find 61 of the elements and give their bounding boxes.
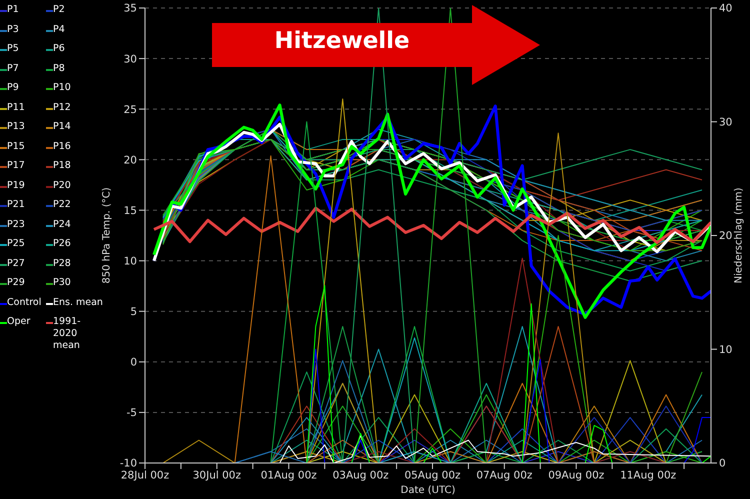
legend-label: P2 [53, 4, 65, 16]
legend-label: P24 [53, 218, 71, 230]
legend-label: P27 [7, 258, 25, 270]
x-tick-label: 03Aug 00z [332, 469, 390, 482]
legend-label: P25 [7, 238, 25, 250]
x-tick-label: 07Aug 00z [476, 469, 533, 482]
legend-label: Control [7, 296, 42, 308]
legend-label: 1991-2020 mean [53, 316, 82, 352]
y-tick-label: -5 [126, 407, 137, 420]
y-tick-label: 0 [130, 356, 137, 369]
legend-label: P26 [53, 238, 71, 250]
y-tick-label: 30 [124, 53, 137, 66]
legend-label: P18 [53, 160, 71, 172]
x-tick-label: 11Aug 00z [620, 469, 677, 482]
legend-label: Ens. mean [53, 296, 103, 308]
legend-label: P28 [53, 258, 71, 270]
legend-label: P16 [53, 140, 71, 152]
y-tick-label: -10 [120, 458, 137, 470]
legend-label: P5 [7, 43, 19, 55]
legend-label: P6 [53, 43, 65, 55]
y2-tick-label: 30 [719, 116, 732, 128]
y-tick-label: 10 [124, 256, 137, 268]
x-tick-label: 05Aug 00z [404, 469, 462, 482]
y2-tick-label: 10 [719, 344, 732, 356]
legend-label: P30 [53, 277, 71, 289]
legend-label: P15 [7, 140, 25, 152]
legend-label: P21 [7, 199, 25, 211]
legend-label: P17 [7, 160, 25, 172]
legend-label: P8 [53, 62, 65, 74]
legend-label: P7 [7, 62, 19, 74]
x-axis-title: Date (UTC) [400, 485, 456, 496]
legend-label: P3 [7, 24, 19, 36]
x-tick-label: 28Jul 00z [120, 469, 170, 482]
legend-label: P29 [7, 277, 25, 289]
legend-label: P23 [7, 218, 25, 230]
annotation: Hitzewelle [273, 28, 411, 54]
x-tick-label: 01Aug 00z [260, 469, 318, 482]
legend-label: P4 [53, 24, 65, 36]
y2-tick-label: 20 [719, 230, 732, 242]
y2-axis-title: Niederschlag (mm) [734, 188, 745, 284]
y2-tick-label: 0 [719, 458, 726, 470]
y-tick-label: 20 [124, 154, 137, 166]
legend-label: P11 [7, 102, 25, 114]
legend-label: P13 [7, 121, 25, 133]
legend-label: P9 [7, 82, 19, 94]
y-tick-label: 35 [124, 2, 137, 15]
x-tick-label: 30Jul 00z [192, 469, 242, 482]
legend-label: P10 [53, 82, 71, 94]
y-tick-label: 5 [130, 306, 137, 318]
y2-tick-label: 40 [719, 2, 732, 15]
legend-label: Oper [7, 316, 30, 328]
x-tick-label: 09Aug 00z [548, 469, 605, 482]
y-tick-label: 25 [124, 104, 137, 116]
y-tick-label: 15 [124, 204, 137, 217]
legend-label: P14 [53, 121, 71, 133]
y-axis-title: 850 hPa Temp. (°C) [102, 187, 113, 284]
legend-label: P19 [7, 180, 25, 192]
legend-label: P12 [53, 102, 71, 114]
legend-label: P20 [53, 180, 71, 192]
legend-label: P22 [53, 199, 71, 211]
legend-label: P1 [7, 4, 19, 16]
